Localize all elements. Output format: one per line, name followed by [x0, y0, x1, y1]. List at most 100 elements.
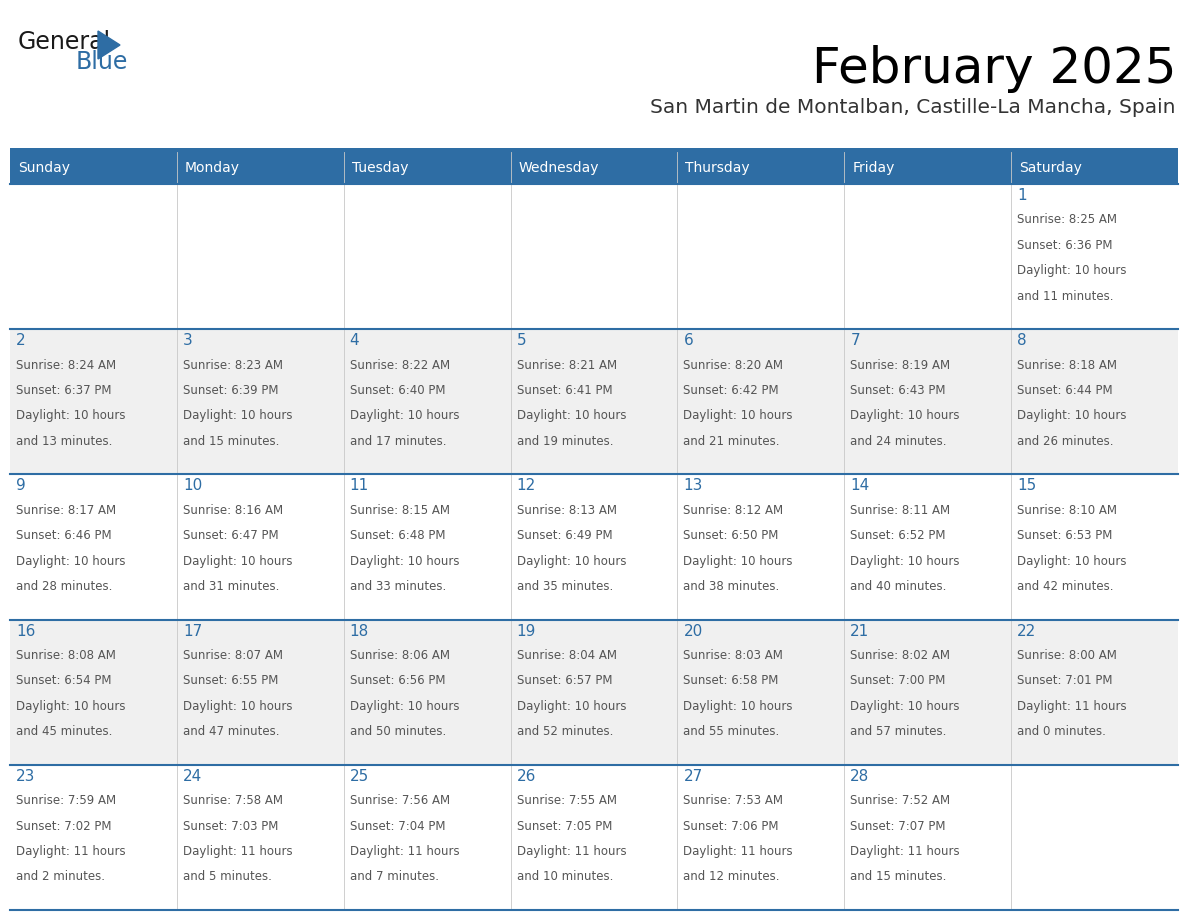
- Text: Sunset: 6:42 PM: Sunset: 6:42 PM: [683, 384, 779, 397]
- Text: Sunset: 6:47 PM: Sunset: 6:47 PM: [183, 529, 278, 543]
- Text: and 35 minutes.: and 35 minutes.: [517, 580, 613, 593]
- Text: 16: 16: [15, 623, 36, 639]
- Text: Sunset: 7:03 PM: Sunset: 7:03 PM: [183, 820, 278, 833]
- Text: Daylight: 10 hours: Daylight: 10 hours: [1017, 554, 1126, 567]
- Polygon shape: [97, 31, 120, 59]
- Text: Sunset: 7:00 PM: Sunset: 7:00 PM: [851, 675, 946, 688]
- Text: Sunset: 7:05 PM: Sunset: 7:05 PM: [517, 820, 612, 833]
- Text: Sunset: 6:44 PM: Sunset: 6:44 PM: [1017, 384, 1113, 397]
- Text: Sunset: 6:36 PM: Sunset: 6:36 PM: [1017, 239, 1113, 252]
- Text: and 50 minutes.: and 50 minutes.: [349, 725, 446, 738]
- Text: and 5 minutes.: and 5 minutes.: [183, 870, 272, 883]
- Text: Sunset: 6:50 PM: Sunset: 6:50 PM: [683, 529, 779, 543]
- Text: Sunset: 6:56 PM: Sunset: 6:56 PM: [349, 675, 446, 688]
- Text: Friday: Friday: [852, 161, 895, 175]
- Text: Daylight: 11 hours: Daylight: 11 hours: [183, 845, 292, 858]
- Text: 8: 8: [1017, 333, 1026, 348]
- Text: Sunset: 7:01 PM: Sunset: 7:01 PM: [1017, 675, 1113, 688]
- Text: 18: 18: [349, 623, 369, 639]
- Text: Sunrise: 8:17 AM: Sunrise: 8:17 AM: [15, 504, 116, 517]
- Text: Daylight: 10 hours: Daylight: 10 hours: [15, 700, 126, 713]
- Text: Tuesday: Tuesday: [352, 161, 409, 175]
- Text: 1: 1: [1017, 188, 1026, 203]
- Text: Sunset: 7:06 PM: Sunset: 7:06 PM: [683, 820, 779, 833]
- Text: Sunset: 6:37 PM: Sunset: 6:37 PM: [15, 384, 112, 397]
- Bar: [1011, 152, 1178, 184]
- Text: and 11 minutes.: and 11 minutes.: [1017, 290, 1113, 303]
- Text: Sunset: 7:04 PM: Sunset: 7:04 PM: [349, 820, 446, 833]
- Text: Sunset: 6:52 PM: Sunset: 6:52 PM: [851, 529, 946, 543]
- Text: 7: 7: [851, 333, 860, 348]
- Text: Daylight: 10 hours: Daylight: 10 hours: [183, 700, 292, 713]
- Text: Sunrise: 8:06 AM: Sunrise: 8:06 AM: [349, 649, 450, 662]
- Text: and 52 minutes.: and 52 minutes.: [517, 725, 613, 738]
- Text: 4: 4: [349, 333, 359, 348]
- Text: and 2 minutes.: and 2 minutes.: [15, 870, 105, 883]
- Text: Sunrise: 8:24 AM: Sunrise: 8:24 AM: [15, 359, 116, 372]
- Text: Sunrise: 7:52 AM: Sunrise: 7:52 AM: [851, 794, 950, 807]
- Text: and 21 minutes.: and 21 minutes.: [683, 435, 781, 448]
- Text: Sunset: 6:55 PM: Sunset: 6:55 PM: [183, 675, 278, 688]
- Text: February 2025: February 2025: [811, 45, 1176, 93]
- Text: Thursday: Thursday: [685, 161, 750, 175]
- Text: Sunset: 6:49 PM: Sunset: 6:49 PM: [517, 529, 612, 543]
- Text: Sunset: 6:43 PM: Sunset: 6:43 PM: [851, 384, 946, 397]
- Text: 22: 22: [1017, 623, 1036, 639]
- Text: Daylight: 10 hours: Daylight: 10 hours: [349, 409, 460, 422]
- Text: 26: 26: [517, 768, 536, 784]
- Text: 27: 27: [683, 768, 702, 784]
- Text: Sunrise: 8:00 AM: Sunrise: 8:00 AM: [1017, 649, 1117, 662]
- Text: Sunrise: 7:58 AM: Sunrise: 7:58 AM: [183, 794, 283, 807]
- Text: Daylight: 11 hours: Daylight: 11 hours: [851, 845, 960, 858]
- Text: Sunset: 6:39 PM: Sunset: 6:39 PM: [183, 384, 278, 397]
- Text: Daylight: 10 hours: Daylight: 10 hours: [517, 554, 626, 567]
- Text: 11: 11: [349, 478, 369, 493]
- Text: Sunrise: 8:08 AM: Sunrise: 8:08 AM: [15, 649, 116, 662]
- Text: 21: 21: [851, 623, 870, 639]
- Text: Sunrise: 7:56 AM: Sunrise: 7:56 AM: [349, 794, 450, 807]
- Bar: [677, 152, 845, 184]
- Text: Sunrise: 8:13 AM: Sunrise: 8:13 AM: [517, 504, 617, 517]
- Text: Sunrise: 7:55 AM: Sunrise: 7:55 AM: [517, 794, 617, 807]
- Text: 25: 25: [349, 768, 369, 784]
- Text: Sunday: Sunday: [18, 161, 70, 175]
- Text: 5: 5: [517, 333, 526, 348]
- Text: Daylight: 11 hours: Daylight: 11 hours: [1017, 700, 1126, 713]
- Bar: [511, 152, 677, 184]
- Text: 6: 6: [683, 333, 693, 348]
- Text: Sunset: 7:07 PM: Sunset: 7:07 PM: [851, 820, 946, 833]
- Text: San Martin de Montalban, Castille-La Mancha, Spain: San Martin de Montalban, Castille-La Man…: [651, 98, 1176, 117]
- Text: and 7 minutes.: and 7 minutes.: [349, 870, 438, 883]
- Text: 10: 10: [183, 478, 202, 493]
- Text: and 26 minutes.: and 26 minutes.: [1017, 435, 1113, 448]
- Text: and 33 minutes.: and 33 minutes.: [349, 580, 446, 593]
- Text: and 42 minutes.: and 42 minutes.: [1017, 580, 1113, 593]
- Text: 3: 3: [183, 333, 192, 348]
- Text: Sunset: 6:46 PM: Sunset: 6:46 PM: [15, 529, 112, 543]
- Text: and 12 minutes.: and 12 minutes.: [683, 870, 781, 883]
- Text: Sunrise: 8:15 AM: Sunrise: 8:15 AM: [349, 504, 450, 517]
- Text: Daylight: 10 hours: Daylight: 10 hours: [349, 554, 460, 567]
- Text: Daylight: 10 hours: Daylight: 10 hours: [683, 700, 792, 713]
- Text: Daylight: 10 hours: Daylight: 10 hours: [183, 554, 292, 567]
- Text: and 47 minutes.: and 47 minutes.: [183, 725, 279, 738]
- Text: Saturday: Saturday: [1019, 161, 1082, 175]
- Text: and 0 minutes.: and 0 minutes.: [1017, 725, 1106, 738]
- Text: 28: 28: [851, 768, 870, 784]
- Text: and 38 minutes.: and 38 minutes.: [683, 580, 779, 593]
- Text: Daylight: 10 hours: Daylight: 10 hours: [1017, 264, 1126, 277]
- Text: Sunset: 7:02 PM: Sunset: 7:02 PM: [15, 820, 112, 833]
- Text: Blue: Blue: [76, 50, 128, 74]
- Text: and 19 minutes.: and 19 minutes.: [517, 435, 613, 448]
- Text: Daylight: 10 hours: Daylight: 10 hours: [15, 409, 126, 422]
- Text: Sunset: 6:54 PM: Sunset: 6:54 PM: [15, 675, 112, 688]
- Text: and 40 minutes.: and 40 minutes.: [851, 580, 947, 593]
- Text: 23: 23: [15, 768, 36, 784]
- Text: and 45 minutes.: and 45 minutes.: [15, 725, 113, 738]
- Text: Daylight: 10 hours: Daylight: 10 hours: [15, 554, 126, 567]
- Text: and 15 minutes.: and 15 minutes.: [851, 870, 947, 883]
- Text: 17: 17: [183, 623, 202, 639]
- Text: 24: 24: [183, 768, 202, 784]
- Text: Sunset: 6:53 PM: Sunset: 6:53 PM: [1017, 529, 1112, 543]
- Bar: [10, 330, 1178, 475]
